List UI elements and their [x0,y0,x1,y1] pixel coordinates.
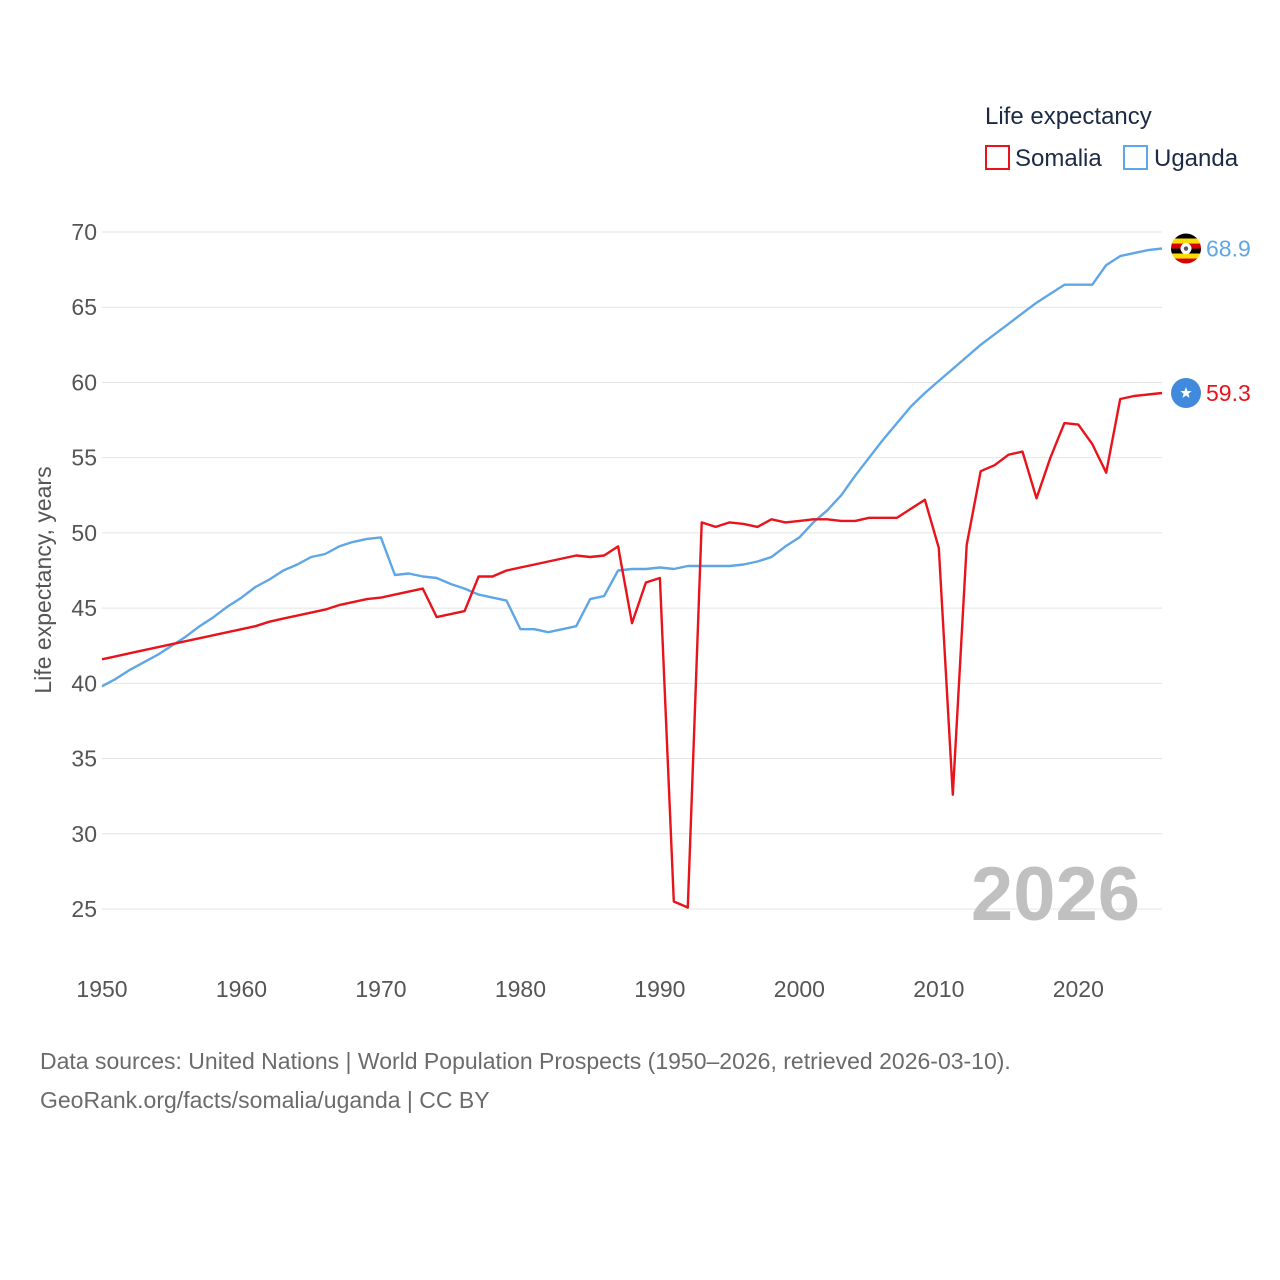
legend-label-somalia: Somalia [1015,145,1102,172]
end-value-label-uganda: 68.9 [1206,236,1251,262]
y-tick-label: 40 [71,670,97,696]
y-tick-label: 45 [71,595,97,621]
attribution-link[interactable]: GeoRank.org/facts/somalia/uganda | CC BY [40,1087,490,1113]
uganda-flag-icon [1171,233,1201,264]
somalia-flag-icon [1171,377,1201,408]
data-sources-note: Data sources: United Nations | World Pop… [40,1048,1011,1074]
x-tick-label: 2010 [913,976,964,1002]
x-tick-label: 1990 [634,976,685,1002]
legend: Life expectancy Somalia Uganda [985,103,1239,172]
x-axis-ticks: 1950 1960 1970 1980 1990 2000 2010 2020 [76,976,1103,1002]
x-tick-label: 1970 [355,976,406,1002]
line-chart: 25 30 35 40 45 50 55 60 65 70 1950 1960 1970 1980 199… [30,103,1251,1002]
series-line-somalia [101,391,1163,909]
y-tick-label: 35 [71,746,97,772]
year-watermark: 2026 [971,852,1140,937]
legend-title: Life expectancy [985,103,1152,130]
x-tick-label: 1960 [216,976,267,1002]
series-line-uganda [101,247,1163,688]
y-tick-label: 70 [71,219,97,245]
y-tick-label: 65 [71,294,97,320]
legend-item-somalia[interactable]: Somalia [985,145,1102,172]
series-end-markers: 59.3 68.9 [1171,233,1251,408]
y-tick-label: 25 [71,896,97,922]
x-tick-label: 1980 [495,976,546,1002]
legend-swatch-uganda [1123,145,1148,170]
legend-label-uganda: Uganda [1154,145,1239,172]
series-lines [101,247,1163,909]
end-marker-uganda: 68.9 [1171,233,1251,264]
y-tick-label: 60 [71,369,97,395]
end-marker-somalia: 59.3 [1171,377,1251,408]
x-tick-label: 2000 [774,976,825,1002]
x-tick-label: 2020 [1053,976,1104,1002]
end-value-label-somalia: 59.3 [1206,380,1251,406]
y-tick-label: 50 [71,520,97,546]
y-tick-label: 55 [71,445,97,471]
y-axis-label: Life expectancy, years [30,466,56,693]
x-tick-label: 1950 [76,976,127,1002]
y-axis-ticks: 25 30 35 40 45 50 55 60 65 70 [71,219,97,922]
footer: Data sources: United Nations | World Pop… [40,1042,1011,1120]
y-tick-label: 30 [71,821,97,847]
legend-swatch-somalia [985,145,1010,170]
legend-item-uganda[interactable]: Uganda [1123,145,1239,172]
gridlines [102,231,1162,910]
